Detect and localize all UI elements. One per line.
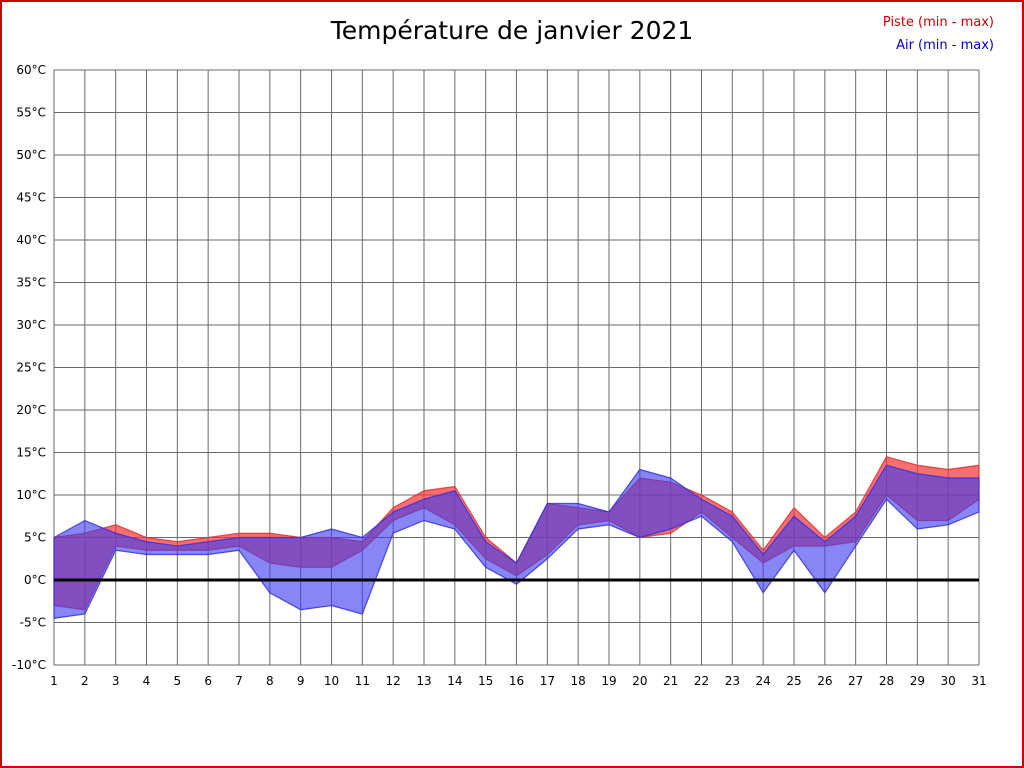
svg-text:14: 14 bbox=[447, 674, 462, 688]
svg-text:8: 8 bbox=[266, 674, 274, 688]
svg-text:29: 29 bbox=[910, 674, 925, 688]
svg-text:55°C: 55°C bbox=[16, 106, 46, 120]
svg-text:12: 12 bbox=[386, 674, 401, 688]
svg-text:20: 20 bbox=[632, 674, 647, 688]
svg-text:26: 26 bbox=[817, 674, 832, 688]
svg-text:31: 31 bbox=[971, 674, 986, 688]
svg-text:60°C: 60°C bbox=[16, 63, 46, 77]
svg-text:30°C: 30°C bbox=[16, 318, 46, 332]
chart-title: Température de janvier 2021 bbox=[330, 16, 694, 45]
svg-text:7: 7 bbox=[235, 674, 243, 688]
svg-text:3: 3 bbox=[112, 674, 120, 688]
svg-text:4: 4 bbox=[143, 674, 151, 688]
svg-text:17: 17 bbox=[540, 674, 555, 688]
svg-text:16: 16 bbox=[509, 674, 524, 688]
svg-text:50°C: 50°C bbox=[16, 148, 46, 162]
svg-text:6: 6 bbox=[204, 674, 212, 688]
svg-text:-5°C: -5°C bbox=[20, 616, 46, 630]
svg-text:2: 2 bbox=[81, 674, 89, 688]
svg-text:10°C: 10°C bbox=[16, 488, 46, 502]
svg-text:18: 18 bbox=[571, 674, 586, 688]
legend-item-air: Air (min - max) bbox=[896, 37, 994, 53]
svg-text:25: 25 bbox=[786, 674, 801, 688]
svg-text:0°C: 0°C bbox=[24, 573, 46, 587]
svg-text:45°C: 45°C bbox=[16, 191, 46, 205]
legend-item-piste: Piste (min - max) bbox=[882, 15, 994, 30]
svg-text:27: 27 bbox=[848, 674, 863, 688]
svg-text:11: 11 bbox=[355, 674, 370, 688]
svg-text:25°C: 25°C bbox=[16, 361, 46, 375]
svg-text:5: 5 bbox=[174, 674, 182, 688]
svg-text:9: 9 bbox=[297, 674, 305, 688]
svg-text:15°C: 15°C bbox=[16, 446, 46, 460]
svg-text:21: 21 bbox=[663, 674, 678, 688]
chart-legend: Piste (min - max) Air (min - max) bbox=[883, 12, 994, 58]
svg-text:-10°C: -10°C bbox=[12, 658, 46, 672]
svg-text:35°C: 35°C bbox=[16, 276, 46, 290]
svg-text:22: 22 bbox=[694, 674, 709, 688]
svg-text:20°C: 20°C bbox=[16, 403, 46, 417]
svg-text:30: 30 bbox=[941, 674, 956, 688]
svg-text:23: 23 bbox=[725, 674, 740, 688]
svg-text:24: 24 bbox=[756, 674, 771, 688]
svg-text:19: 19 bbox=[601, 674, 616, 688]
svg-text:10: 10 bbox=[324, 674, 339, 688]
svg-text:1: 1 bbox=[50, 674, 58, 688]
svg-text:28: 28 bbox=[879, 674, 894, 688]
svg-text:40°C: 40°C bbox=[16, 233, 46, 247]
svg-text:13: 13 bbox=[416, 674, 431, 688]
svg-text:5°C: 5°C bbox=[24, 531, 46, 545]
svg-text:15: 15 bbox=[478, 674, 493, 688]
